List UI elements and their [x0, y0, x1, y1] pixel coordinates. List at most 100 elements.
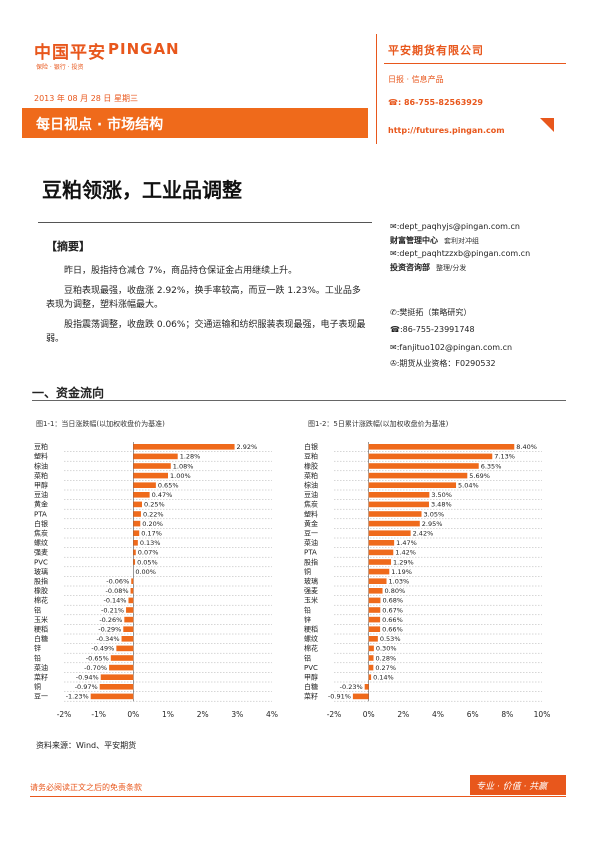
x-tick-label: 2%	[197, 710, 209, 719]
data-label: -0.94%	[76, 674, 99, 682]
bar	[368, 463, 479, 469]
slogan-badge: 专业 · 价值 · 共赢	[470, 775, 566, 795]
category-label: 豆一	[304, 530, 318, 538]
category-label: 黄金	[304, 519, 318, 528]
x-tick-label: 2%	[397, 710, 409, 719]
category-label: 甲醇	[304, 673, 318, 682]
category-label: 铝	[34, 605, 41, 614]
bar	[368, 501, 429, 508]
data-label: 0.80%	[385, 587, 406, 595]
category-label: 白糖	[304, 682, 318, 691]
data-label: 2.95%	[422, 520, 443, 528]
category-label: 菜粕	[34, 471, 48, 480]
bar	[368, 578, 387, 584]
x-tick-label: 0%	[363, 710, 375, 719]
category-label: 橡胶	[34, 586, 48, 595]
bar	[133, 559, 136, 565]
analyst-phone: ☎:86-755-23991748	[390, 325, 475, 334]
category-label: 白糖	[34, 634, 48, 643]
contact-dept-2: 投资咨询部 整理/分发	[390, 262, 466, 273]
bar	[368, 636, 378, 642]
data-source: 资料来源：Wind、平安期货	[36, 741, 137, 750]
data-label: 5.04%	[458, 482, 479, 490]
footer-line	[30, 796, 566, 797]
category-label: 铅	[34, 653, 41, 662]
title-underline	[38, 222, 372, 223]
category-label: 白银	[34, 519, 48, 528]
bar	[131, 578, 134, 584]
x-tick-label: -2%	[57, 710, 72, 719]
category-label: 玻璃	[304, 577, 318, 586]
data-label: 0.66%	[382, 616, 403, 624]
category-label: PTA	[304, 549, 317, 557]
x-tick-label: 10%	[534, 710, 551, 719]
data-label: 1.03%	[389, 578, 410, 586]
logo-tagline: 保险 · 银行 · 投资	[36, 64, 84, 71]
data-label: 0.25%	[144, 501, 165, 509]
bar	[364, 684, 369, 690]
logo-english: PINGAN	[108, 40, 180, 58]
dept-1-sub: 套利对冲组	[444, 237, 479, 245]
abstract-paragraph-3: 股指震荡调整，收盘跌 0.06%；交通运输和纺织服装表现最强，电子表现最弱。	[46, 320, 366, 344]
bar	[124, 616, 134, 623]
bar	[368, 511, 422, 517]
category-label: 白银	[304, 442, 318, 451]
data-label: -0.34%	[97, 635, 120, 643]
data-label: -0.14%	[103, 597, 126, 605]
category-label: 豆粕	[304, 452, 318, 461]
category-label: PVC	[304, 664, 318, 672]
bar	[130, 588, 134, 594]
data-label: -0.49%	[91, 645, 114, 653]
bar	[126, 607, 134, 613]
bar	[368, 655, 374, 661]
x-tick-label: -1%	[91, 710, 106, 719]
banner-text: 每日视点 · 市场结构	[36, 117, 164, 133]
category-label: 棕油	[34, 461, 48, 470]
bar	[368, 482, 457, 488]
category-label: 锌	[34, 644, 41, 653]
data-label: -0.70%	[84, 664, 107, 672]
bar	[368, 674, 372, 680]
data-label: 0.67%	[382, 606, 403, 614]
bar	[368, 568, 390, 575]
bar	[121, 636, 134, 642]
bar	[368, 453, 493, 460]
company-url[interactable]: http://futures.pingan.com	[388, 126, 505, 135]
data-label: 0.53%	[380, 635, 401, 643]
bar	[128, 597, 134, 604]
bar	[133, 463, 171, 469]
data-label: 3.48%	[431, 501, 452, 509]
data-label: 2.92%	[237, 443, 258, 451]
contact-email-1[interactable]: ✉:dept_paqhyjs@pingan.com.cn	[390, 222, 520, 231]
data-label: 0.00%	[135, 568, 156, 576]
contact-email-2[interactable]: ✉:dept_paqhtzzxb@pingan.com.cn	[390, 249, 531, 258]
category-label: 螺纹	[34, 538, 48, 547]
category-label: 橡胶	[304, 461, 318, 470]
category-label: 菜油	[304, 538, 318, 547]
bar	[368, 492, 430, 498]
data-label: 1.29%	[393, 558, 414, 566]
data-label: 0.30%	[376, 645, 397, 653]
bar	[133, 540, 138, 546]
analyst-email[interactable]: ✉:fanjituo102@pingan.com.cn	[390, 343, 513, 352]
bar	[368, 472, 468, 479]
data-label: -0.08%	[106, 587, 129, 595]
category-label: 焦炭	[304, 500, 318, 509]
category-label: 塑料	[304, 509, 318, 518]
report-date: 2013 年 08 月 28 日 星期三	[34, 94, 138, 103]
dept-1-name: 财富管理中心	[390, 236, 438, 245]
data-label: -0.65%	[86, 654, 109, 662]
x-tick-label: 6%	[467, 710, 479, 719]
bar	[368, 607, 381, 613]
analyst-name: ✆:樊挺拓（策略研究）	[390, 308, 472, 317]
disclaimer-note[interactable]: 请务必阅读正文之后的免责条款	[30, 783, 142, 792]
category-label: 棕油	[304, 481, 318, 490]
data-label: 1.42%	[395, 549, 416, 557]
section-heading: 一、资金流向	[32, 386, 105, 400]
daily-change-chart: 豆粕 2.92% 塑料 1.28% 棕油 1.08% 菜粕 1.00% 甲醇 0.65% 豆油 0.4…	[34, 442, 278, 719]
category-label: 玉米	[304, 596, 318, 605]
data-label: 0.28%	[376, 654, 397, 662]
data-label: -0.26%	[99, 616, 122, 624]
data-label: 2.42%	[413, 530, 434, 538]
bar	[368, 540, 395, 546]
